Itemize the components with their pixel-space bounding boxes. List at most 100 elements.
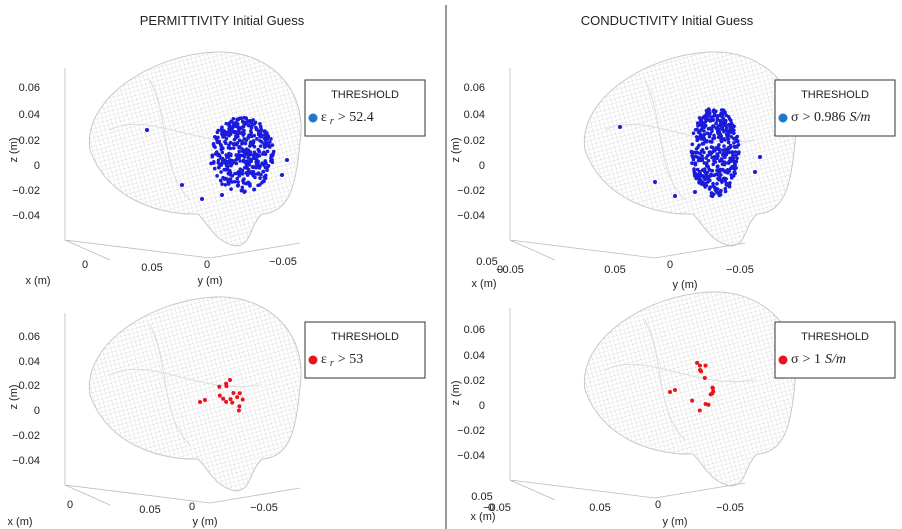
- brain-mesh: [583, 291, 797, 487]
- voxel-dot: [716, 135, 721, 140]
- voxel-dot: [269, 153, 274, 158]
- voxel-dot: [703, 177, 707, 182]
- voxel-dot: [699, 119, 704, 123]
- voxel-dot: [233, 129, 238, 134]
- voxel-dot: [217, 140, 221, 144]
- voxel-dot: [241, 132, 245, 136]
- voxel-dot: [690, 398, 695, 403]
- brain-fold: [109, 324, 261, 446]
- voxel-dot: [695, 173, 699, 178]
- voxel-dot: [255, 172, 260, 176]
- voxel-dot: [267, 140, 272, 144]
- voxel-dot: [234, 142, 239, 147]
- x-tick-label: 0.05: [141, 262, 162, 274]
- voxel-dot: [250, 124, 254, 128]
- voxel-dot: [718, 150, 722, 155]
- z-tick-label: 0.06: [19, 82, 40, 94]
- voxel-dot: [708, 119, 713, 123]
- voxel-dot: [230, 400, 235, 405]
- voxel-dot: [715, 168, 719, 173]
- y-tick-label: 0: [655, 499, 661, 511]
- voxel-dot: [241, 180, 246, 185]
- voxel-dot: [695, 360, 700, 365]
- x-tick-label: 0.05: [139, 504, 160, 516]
- voxel-dot: [710, 169, 715, 173]
- z-tick-label: 0.04: [464, 109, 485, 121]
- voxel-dot: [221, 135, 225, 139]
- voxel-dot: [261, 179, 266, 183]
- condition: > 53: [338, 352, 363, 367]
- voxel-dot: [724, 152, 728, 157]
- voxel-dot: [724, 177, 728, 181]
- voxel-dot: [707, 150, 712, 155]
- voxel-dot: [711, 162, 716, 167]
- voxel-dot: [238, 159, 242, 163]
- voxel-dot: [270, 143, 275, 147]
- voxel-dot: [280, 173, 284, 177]
- voxel-dot: [712, 112, 717, 116]
- voxel-dot: [711, 145, 715, 150]
- unit: S/m: [849, 110, 870, 125]
- voxel-dot: [697, 169, 702, 174]
- voxel-dot: [242, 137, 247, 141]
- voxel-dot: [673, 388, 677, 392]
- subscript: r: [330, 358, 334, 369]
- voxel-dot: [721, 176, 726, 181]
- voxel-dot: [689, 149, 694, 154]
- voxel-dot: [247, 162, 252, 167]
- voxel-dot: [249, 129, 253, 134]
- z-tick-label: 0.06: [19, 331, 40, 343]
- voxel-dot: [710, 129, 714, 133]
- voxel-dot: [237, 391, 242, 396]
- z-tick-label: −0.04: [457, 450, 485, 462]
- voxel-dot: [236, 408, 241, 413]
- voxel-dot: [705, 131, 709, 136]
- voxel-dot: [264, 141, 269, 145]
- voxel-dot: [708, 185, 713, 190]
- voxel-dot: [258, 134, 262, 139]
- z-tick-label: 0.02: [19, 135, 40, 147]
- voxel-dot: [227, 179, 232, 183]
- y-tick-label: 0: [189, 501, 195, 513]
- voxel-dot: [734, 153, 738, 158]
- voxel-dot: [235, 176, 240, 181]
- threshold-label: THRESHOLD: [331, 331, 399, 343]
- threshold-condition: ε r > 52.4: [321, 110, 374, 127]
- voxel-dot: [258, 124, 263, 129]
- unit: S/m: [825, 352, 846, 367]
- voxel-dot: [269, 137, 273, 141]
- voxel-dot: [690, 161, 694, 165]
- voxel-dot: [708, 173, 713, 178]
- voxel-dot: [224, 399, 229, 404]
- voxel-dot: [235, 183, 240, 188]
- voxel-dot: [220, 182, 224, 186]
- voxel-dot: [753, 170, 757, 174]
- voxel-dot: [690, 142, 695, 147]
- voxel-dot: [235, 133, 239, 138]
- voxel-dot: [224, 121, 229, 126]
- voxel-dot: [253, 175, 257, 180]
- voxel-dot: [699, 178, 703, 182]
- voxel-dot: [209, 161, 213, 166]
- voxel-dot: [715, 172, 720, 177]
- voxel-dot: [237, 155, 242, 160]
- voxel-dot: [735, 138, 739, 143]
- voxel-dot: [252, 133, 257, 138]
- right-title: CONDUCTIVITY Initial Guess: [581, 13, 754, 28]
- voxel-dot: [285, 158, 289, 162]
- z-tick-label: −0.02: [457, 425, 485, 437]
- voxel-dot: [214, 150, 219, 154]
- voxel-dot: [242, 148, 247, 153]
- voxel-dot: [243, 120, 248, 125]
- symbol: ε: [321, 352, 327, 367]
- voxel-dot: [737, 150, 741, 154]
- z-tick-label: −0.04: [12, 455, 40, 467]
- voxel-dot: [696, 123, 700, 128]
- voxel-dot: [231, 391, 236, 396]
- threshold-box: [304, 79, 426, 137]
- y-axis-label: y (m): [192, 516, 217, 528]
- voxel-dot: [251, 139, 256, 143]
- voxel-dot: [712, 154, 717, 159]
- brain-mesh: [88, 296, 302, 492]
